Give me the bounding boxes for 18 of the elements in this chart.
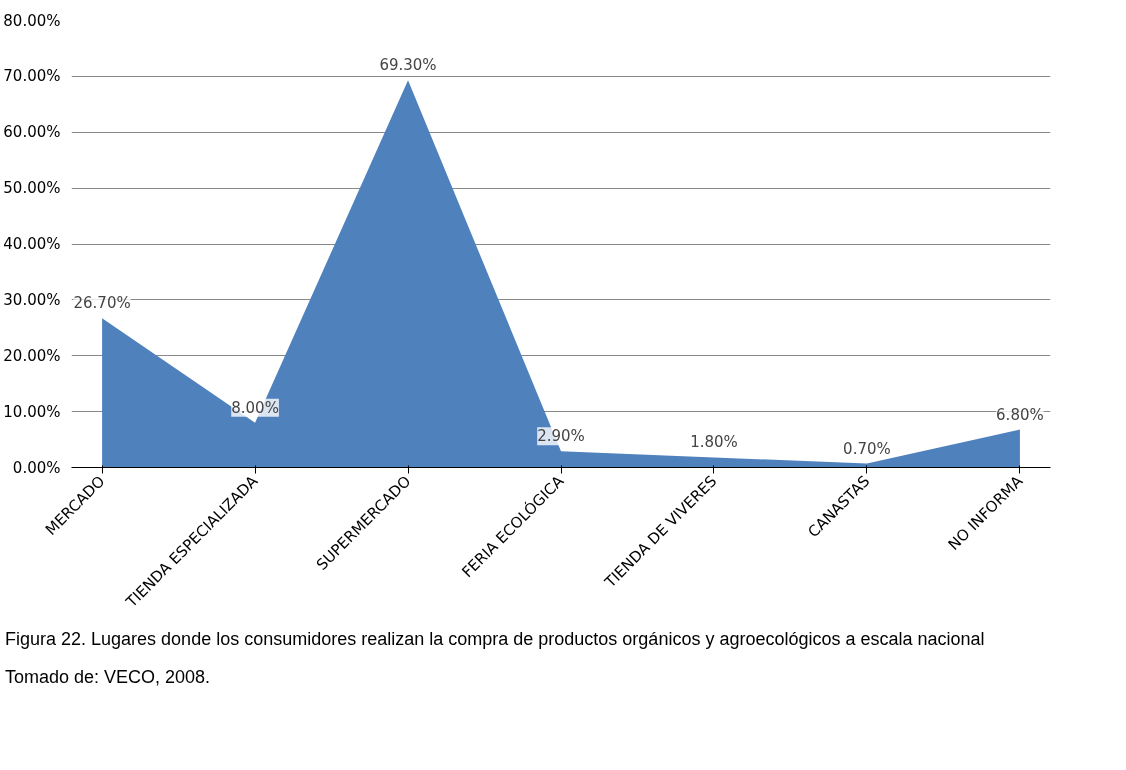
data-label: 0.70% bbox=[843, 439, 891, 458]
y-tick-label: 40.00% bbox=[3, 235, 61, 253]
y-tick-label: 20.00% bbox=[3, 346, 61, 365]
y-tick-label: 70.00% bbox=[3, 67, 61, 86]
y-tick-label: 30.00% bbox=[3, 290, 61, 309]
y-tick-label: 60.00% bbox=[3, 123, 61, 142]
data-label: 1.80% bbox=[690, 433, 738, 452]
text: Tomado de: VECO, 2008. bbox=[5, 665, 211, 689]
data-label: 6.80% bbox=[996, 405, 1044, 424]
y-tick-label: 10.00% bbox=[3, 402, 61, 421]
y-tick-label: 80.00% bbox=[3, 11, 61, 30]
y-tick-label: 50.00% bbox=[3, 179, 61, 198]
data-label: 8.00% bbox=[231, 398, 279, 417]
data-label: 69.30% bbox=[379, 56, 437, 75]
text: Figura 22. Lugares donde los consumidores realizan la compra de productos orgánicos y agroecológicos a escala nacional bbox=[5, 628, 985, 651]
y-tick-label: 0.00% bbox=[12, 458, 61, 477]
data-label: 2.90% bbox=[537, 427, 585, 446]
data-label: 26.70% bbox=[73, 294, 131, 313]
